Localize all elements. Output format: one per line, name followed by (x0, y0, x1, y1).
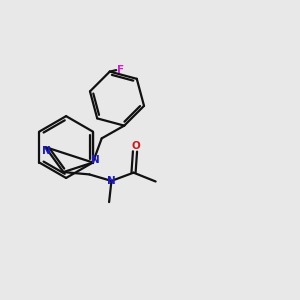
Text: N: N (91, 154, 100, 165)
Text: N: N (107, 176, 116, 186)
Text: N: N (42, 146, 51, 156)
Text: F: F (117, 64, 124, 74)
Text: O: O (131, 141, 140, 151)
